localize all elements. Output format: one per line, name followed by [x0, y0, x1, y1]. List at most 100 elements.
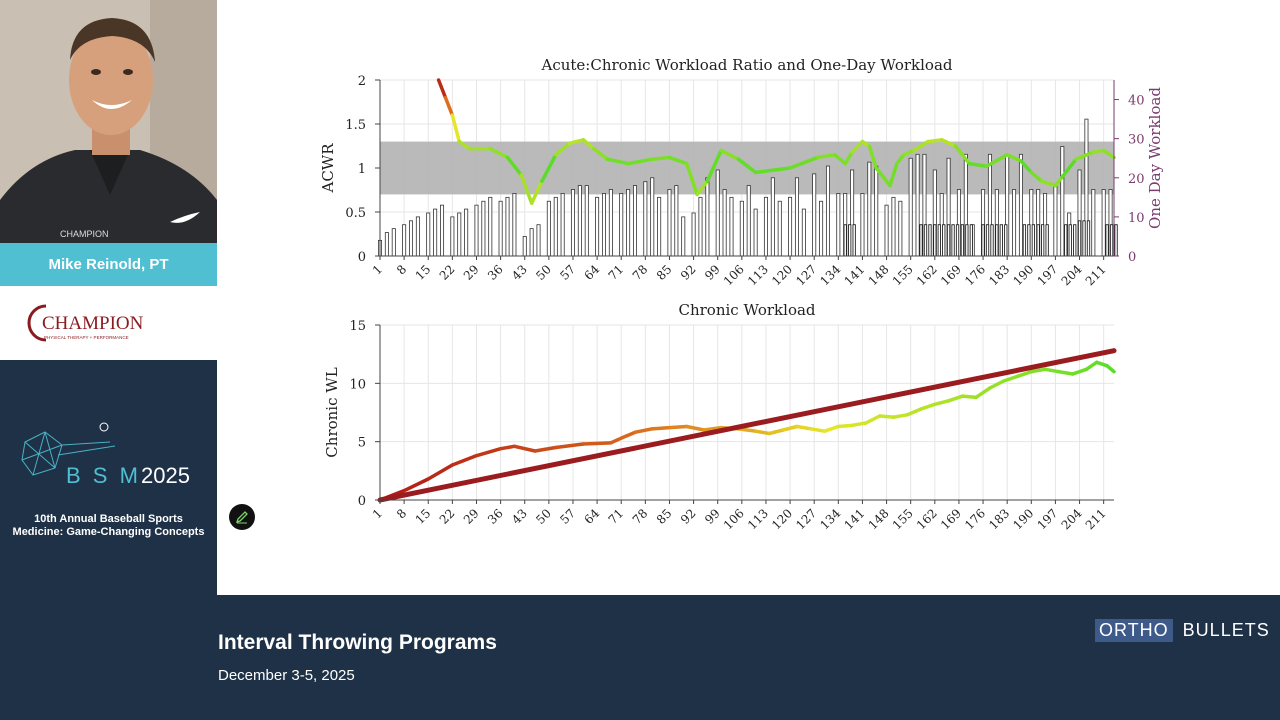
workload-secondary-bar	[1068, 224, 1072, 257]
workload-bar	[522, 236, 527, 257]
chronic-y-label: Chronic WL	[323, 367, 341, 457]
workload-bar	[801, 208, 806, 257]
chronic-x-tick-label: 204	[1059, 506, 1085, 532]
workload-bar	[546, 200, 551, 257]
workload-bar	[391, 228, 396, 257]
workload-secondary-bar	[919, 224, 923, 257]
acwr-x-tick-label: 71	[606, 262, 627, 283]
workload-secondary-bar	[1036, 224, 1040, 257]
chronic-x-tick-label: 22	[437, 506, 458, 527]
chronic-segment	[1015, 369, 1034, 379]
chronic-x-tick-label: 176	[962, 506, 988, 532]
chronic-segment	[877, 414, 896, 419]
workload-bar	[488, 196, 493, 257]
workload-secondary-bar	[981, 224, 985, 257]
acwr-segment	[939, 138, 958, 148]
workload-bar	[819, 200, 824, 257]
shirt-logo-text: CHAMPION	[60, 229, 109, 239]
chronic-x-tick-label: 71	[606, 506, 627, 527]
chronic-segment	[474, 446, 503, 458]
acwr-chart-title: Acute:Chronic Workload Ratio and One-Day…	[540, 56, 952, 74]
acwr-segment	[1005, 153, 1023, 163]
acwr-x-tick-label: 78	[630, 262, 651, 283]
chronic-x-tick-label: 92	[678, 506, 699, 527]
workload-bar	[836, 193, 841, 257]
workload-bar	[577, 185, 582, 257]
acwr-segment	[736, 157, 758, 175]
workload-bar	[560, 193, 565, 257]
chronic-line	[378, 360, 1116, 502]
chronic-segment	[753, 429, 772, 436]
acwr-segment	[1060, 157, 1078, 179]
chronic-segment	[609, 436, 623, 445]
workload-bar	[915, 153, 920, 257]
one-day-workload-bars	[377, 118, 1113, 257]
workload-bar	[498, 200, 503, 257]
workload-bar	[908, 157, 913, 257]
brand-part-ortho: ORTHO	[1095, 619, 1173, 642]
acwr-x-tick-label: 204	[1059, 262, 1085, 288]
chronic-x-tick-label: 190	[1010, 506, 1036, 532]
acwr-x-tick-label: 92	[678, 262, 699, 283]
chronic-segment	[450, 453, 479, 467]
workload-secondary-bar	[1073, 224, 1077, 257]
acwr-segment	[843, 150, 854, 166]
champion-logo-icon: CHAMPION PHYSICAL THERAPY + PERFORMANCE	[27, 304, 143, 342]
acwr-x-tick-label: 155	[890, 262, 916, 288]
chronic-x-tick-label: 155	[890, 506, 916, 532]
acwr-x-tick-label: 43	[509, 262, 530, 283]
workload-bar	[681, 216, 686, 257]
acwr-segment	[833, 153, 847, 166]
workload-bar	[674, 185, 679, 257]
workload-secondary-bar	[923, 224, 928, 257]
chronic-segment	[960, 394, 978, 400]
footer-bar	[0, 595, 1280, 720]
acwr-segment	[719, 148, 741, 161]
chronic-segment	[1084, 360, 1099, 372]
workload-bar	[440, 204, 445, 257]
workload-secondary-bar	[955, 224, 960, 257]
workload-bar	[739, 200, 744, 257]
speaker-photo: CHAMPION	[0, 0, 217, 243]
brand-part-bullets: BULLETS	[1182, 620, 1270, 640]
workload-bar	[619, 193, 624, 257]
workload-secondary-bar	[1105, 224, 1109, 257]
workload-secondary-bar	[843, 224, 847, 257]
edit-button[interactable]	[229, 504, 255, 530]
workload-secondary-bar	[1109, 224, 1114, 257]
workload-bar	[433, 208, 438, 257]
workload-bar	[450, 216, 455, 257]
acwr-x-tick-label: 57	[557, 262, 578, 283]
workload-bar	[474, 204, 479, 257]
workload-bar	[1053, 185, 1058, 257]
acwr-segment	[488, 146, 510, 160]
acwr-x-tick-label: 36	[485, 262, 506, 283]
acwr-segment	[1019, 159, 1034, 175]
workload-bar	[512, 193, 517, 257]
chronic-y-tick-label: 10	[349, 377, 366, 392]
workload-bar	[715, 169, 720, 257]
chronic-x-tick-label: 211	[1083, 506, 1109, 532]
acwr-y-label: ACWR	[319, 143, 337, 194]
chronic-segment	[822, 424, 841, 433]
workload-bar	[505, 196, 510, 257]
workload-secondary-bar	[933, 224, 937, 257]
chronic-x-tick-label: 85	[654, 506, 675, 527]
acwr-segment	[519, 173, 534, 205]
workload-secondary-bar	[951, 224, 955, 257]
workload-secondary-bar	[852, 224, 856, 257]
acwr-x-tick-label: 113	[745, 262, 771, 288]
workload-secondary-bar	[1027, 224, 1031, 257]
workload-secondary-bar	[969, 224, 973, 257]
workload-bar	[464, 208, 469, 257]
workload-bar	[595, 196, 600, 257]
acwr-segment	[505, 155, 524, 177]
workload-secondary-bar	[1064, 224, 1068, 257]
workload-bar	[722, 189, 727, 257]
workload-bar	[584, 185, 589, 257]
acwr-x-tick-label: 64	[582, 262, 603, 283]
acwr-segment	[902, 148, 916, 157]
chronic-x-tick-label: 141	[841, 506, 867, 532]
trend-line	[377, 348, 1117, 503]
workload-secondary-bar	[1082, 220, 1086, 257]
